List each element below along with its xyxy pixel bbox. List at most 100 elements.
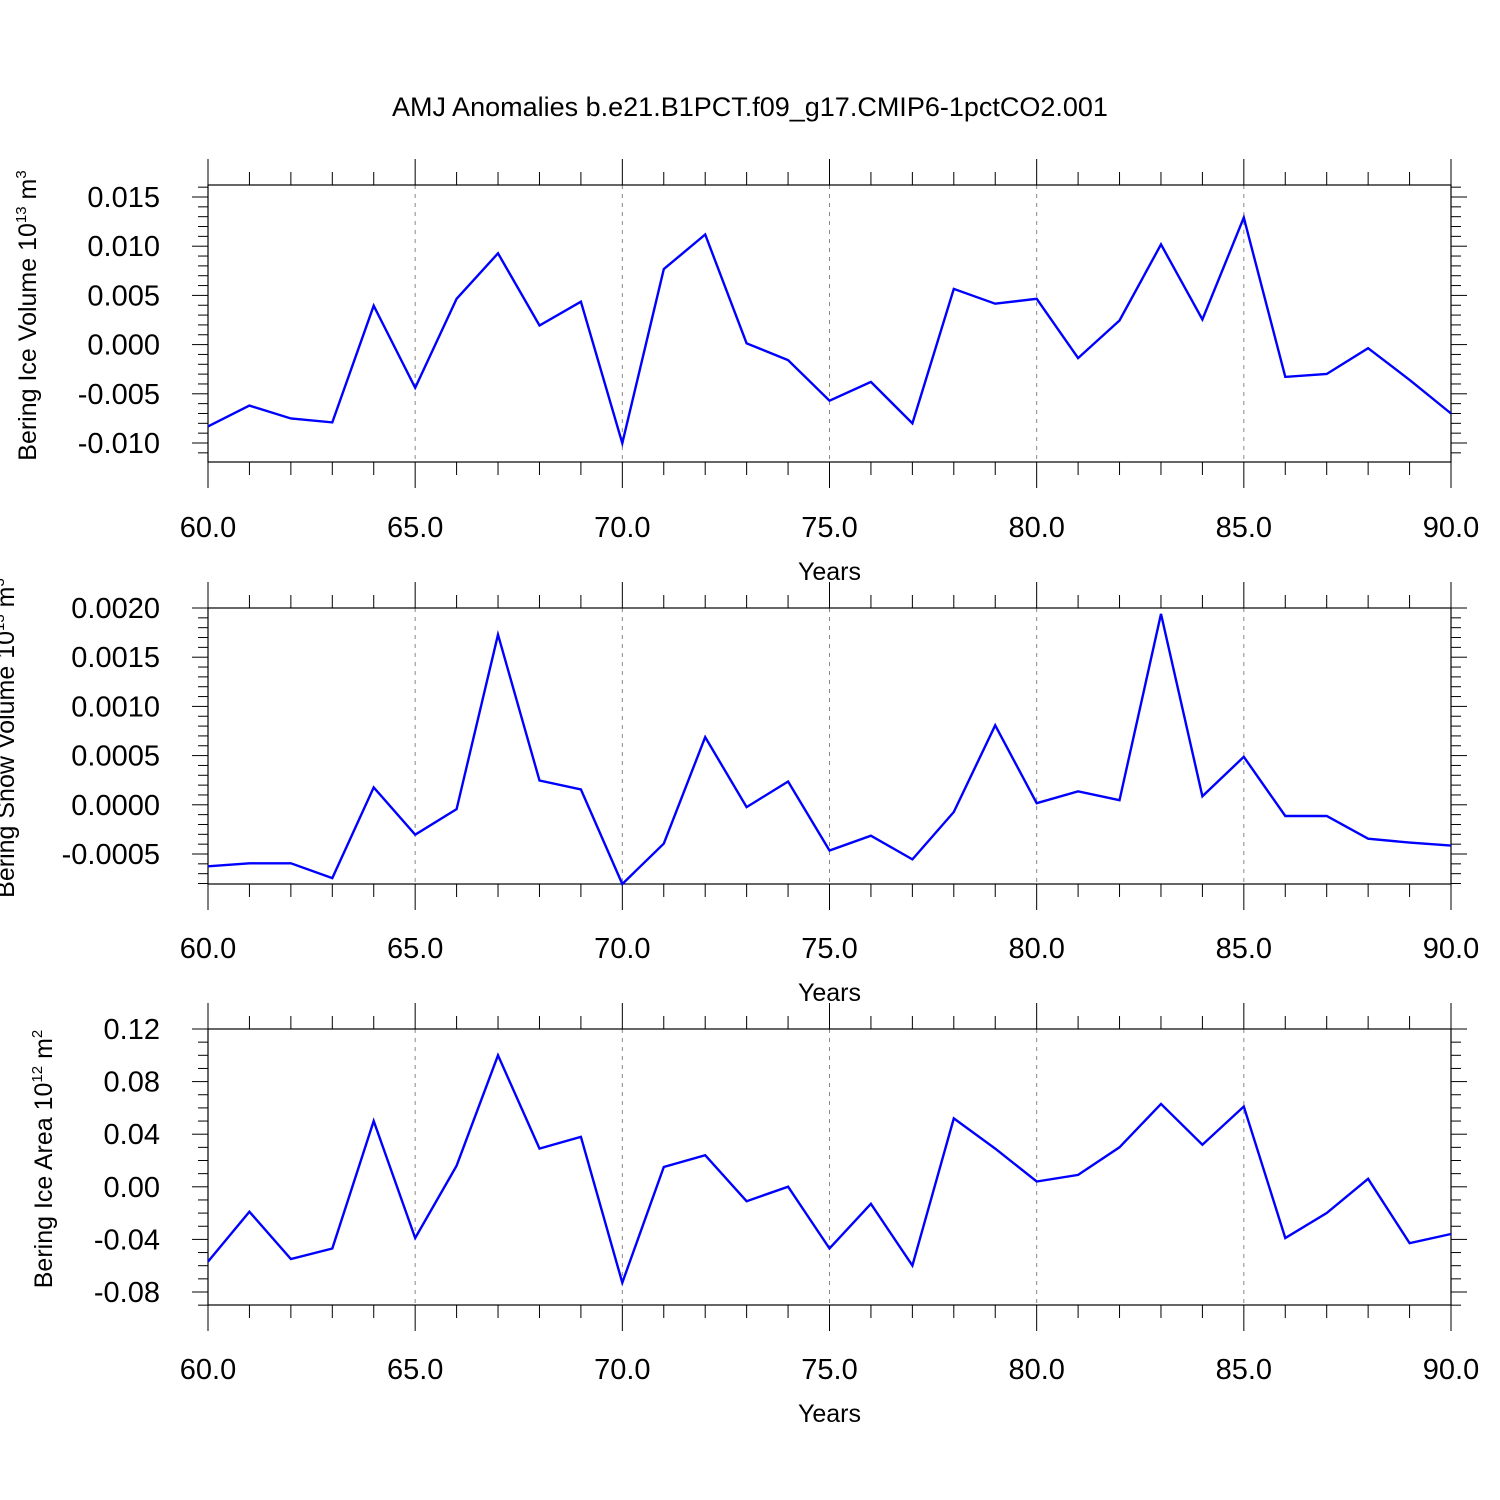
- data-point: [248, 405, 250, 407]
- data-point: [1450, 1233, 1452, 1235]
- data-point: [1409, 842, 1411, 844]
- data-point: [538, 1148, 540, 1150]
- y-axis-title-unit-exponent: 2: [29, 1030, 46, 1038]
- y-tick-label: 0.0010: [71, 691, 160, 723]
- data-point: [1409, 379, 1411, 381]
- data-point: [704, 233, 706, 235]
- data-point: [1160, 1103, 1162, 1105]
- y-tick-label: 0.00: [104, 1172, 160, 1204]
- data-point: [1243, 1106, 1245, 1108]
- data-point: [746, 342, 748, 344]
- x-tick-label: 80.0: [1008, 1354, 1064, 1386]
- y-axis-title-text: Bering Snow Volume 10: [0, 631, 20, 898]
- data-point: [1160, 613, 1162, 615]
- y-axis-title: Bering Ice Area 1012 m2: [29, 1030, 58, 1289]
- x-axis-title: Years: [798, 1400, 861, 1428]
- y-tick-label: 0.04: [104, 1119, 160, 1151]
- x-tick-label: 60.0: [180, 933, 236, 965]
- data-point: [953, 288, 955, 290]
- x-axis-title: Years: [798, 558, 861, 586]
- data-point: [787, 1186, 789, 1188]
- y-axis-title: Bering Snow Volume 1013 m3: [0, 578, 20, 898]
- data-point: [1450, 845, 1452, 847]
- data-point: [1077, 1174, 1079, 1176]
- x-tick-label: 90.0: [1423, 1354, 1479, 1386]
- data-point: [829, 849, 831, 851]
- data-point: [1119, 320, 1121, 322]
- y-axis-title-exponent: 13: [13, 206, 30, 223]
- data-point: [911, 858, 913, 860]
- data-point: [497, 634, 499, 636]
- data-point: [621, 442, 623, 444]
- data-point: [1160, 243, 1162, 245]
- y-axis-title-unit-exponent: 3: [0, 578, 8, 586]
- y-tick-label: 0.12: [104, 1014, 160, 1046]
- x-tick-label: 85.0: [1216, 512, 1272, 544]
- x-tick-label: 70.0: [594, 933, 650, 965]
- y-axis-title-exponent: 13: [0, 614, 8, 631]
- data-point: [870, 1203, 872, 1205]
- x-tick-label: 70.0: [594, 512, 650, 544]
- data-point: [331, 1247, 333, 1249]
- y-axis-title-text: Bering Ice Volume 10: [14, 223, 42, 461]
- x-tick-label: 60.0: [180, 1354, 236, 1386]
- series-line: [207, 213, 1452, 448]
- data-point: [911, 422, 913, 424]
- data-point: [207, 1261, 209, 1263]
- y-tick-label: -0.005: [78, 379, 160, 411]
- x-tick-label: 65.0: [387, 512, 443, 544]
- y-axis-title-unit: m: [30, 1038, 58, 1066]
- y-axis-title: Bering Ice Volume 1013 m3: [13, 170, 42, 460]
- y-tick-label: 0.0020: [71, 593, 160, 625]
- data-point: [1119, 1146, 1121, 1148]
- ice-area-panel: 0.12 0.08 0.04 0.00 -0.04 -0.08 60.0 65.0 70.0 75…: [29, 1003, 1479, 1428]
- data-point: [1243, 756, 1245, 758]
- data-point: [704, 736, 706, 738]
- data-point: [290, 1258, 292, 1260]
- data-point: [787, 780, 789, 782]
- x-tick-label: 60.0: [180, 512, 236, 544]
- data-point: [331, 877, 333, 879]
- data-point: [1119, 799, 1121, 801]
- y-axis-title-unit-exponent: 3: [13, 170, 30, 178]
- data-point: [1450, 413, 1452, 415]
- data-point: [746, 1200, 748, 1202]
- y-tick-label: -0.010: [78, 428, 160, 460]
- y-axis-title-text: Bering Ice Area 10: [30, 1083, 58, 1289]
- data-point: [746, 806, 748, 808]
- y-tick-label: 0.005: [87, 280, 160, 312]
- data-point: [1367, 838, 1369, 840]
- y-tick-label: 0.0005: [71, 741, 160, 773]
- data-point: [1326, 1212, 1328, 1214]
- data-point: [994, 724, 996, 726]
- data-point: [870, 835, 872, 837]
- data-point: [414, 834, 416, 836]
- data-point: [580, 1136, 582, 1138]
- data-point: [207, 865, 209, 867]
- data-point: [870, 381, 872, 383]
- data-point: [1201, 795, 1203, 797]
- data-point: [663, 843, 665, 845]
- data-point: [248, 1211, 250, 1213]
- data-point: [1036, 1180, 1038, 1182]
- snow-volume-panel: 0.0020 0.0015 0.0010 0.0005 0.0000 -0.0005 60.…: [0, 578, 1479, 1007]
- data-point: [663, 1166, 665, 1168]
- data-point: [373, 786, 375, 788]
- x-tick-label: 90.0: [1423, 512, 1479, 544]
- data-point: [414, 387, 416, 389]
- data-point: [953, 811, 955, 813]
- y-tick-label: 0.000: [87, 330, 160, 362]
- data-point: [1367, 347, 1369, 349]
- data-point: [331, 421, 333, 423]
- x-tick-label: 65.0: [387, 1354, 443, 1386]
- y-tick-label: 0.08: [104, 1067, 160, 1099]
- x-tick-label: 90.0: [1423, 933, 1479, 965]
- data-point: [953, 1117, 955, 1119]
- data-point: [1284, 1237, 1286, 1239]
- y-tick-label: 0.0000: [71, 790, 160, 822]
- x-axis-title: Years: [798, 979, 861, 1007]
- data-point: [994, 303, 996, 305]
- y-tick-label: -0.08: [94, 1277, 160, 1309]
- data-point: [1409, 1242, 1411, 1244]
- data-point: [1036, 802, 1038, 804]
